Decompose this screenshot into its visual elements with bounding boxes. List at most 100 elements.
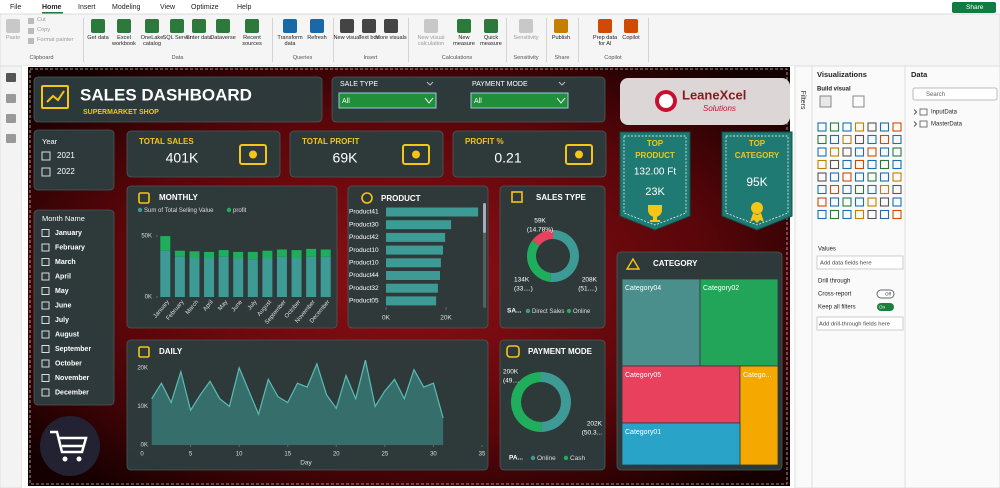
expand-chevron[interactable] [913,121,918,127]
slicer-item[interactable]: June [55,302,71,309]
visual-type-icon [867,134,877,145]
ribbon-button[interactable]: Recent sources [242,35,262,48]
ribbon-button[interactable]: Get data [87,35,109,41]
y-tick-label: Product05 [349,298,379,305]
ribbon-button[interactable]: SQL Server [162,35,192,41]
toggle [877,303,894,311]
ribbon-button[interactable]: Text box [358,35,380,41]
kpi-icon [565,144,593,165]
panel [499,185,606,329]
checkbox [41,388,50,397]
x-axis-label: Day [300,460,312,467]
ribbon-button[interactable]: New measure [453,35,475,48]
ribbon-button[interactable]: Excel workbook [112,35,136,48]
ribbon-button[interactable]: OneLake catalog [140,35,164,48]
visual-type-icon [854,197,865,207]
slicer-item[interactable]: August [55,331,80,338]
visual-type-icon [817,172,827,182]
visual-type-icon [817,159,827,170]
slicer-label: SALE TYPE [340,81,378,88]
treemap-tile [699,278,779,367]
menu-tab[interactable]: File [10,4,21,11]
slicer-item[interactable]: April [55,273,71,280]
donut-slice [527,240,552,282]
x-tick-label: 0 [140,452,144,458]
toggle-state[interactable]: Off [885,292,892,297]
slicer-item[interactable]: September [55,346,91,353]
line [151,359,444,419]
field-well-placeholder[interactable]: Add drill-through fields here [819,322,890,328]
table-name[interactable]: MasterData [931,122,963,128]
toggle-state[interactable]: On [879,305,886,310]
menu-tab[interactable]: Insert [78,4,96,11]
slicer-item[interactable]: 2022 [57,167,75,176]
ribbon-button[interactable]: Publish [551,35,571,41]
slicer-item[interactable]: July [55,317,69,324]
ribbon-button[interactable]: More visuals [375,35,407,41]
ribbon-button[interactable]: New visual [333,35,361,41]
x-tick-label: 5 [189,452,193,458]
expand-chevron[interactable] [913,109,918,115]
ribbon-button[interactable]: Sensitivity [513,35,539,41]
ribbon-button[interactable]: Refresh [307,35,327,41]
visual-type-icon [829,147,840,157]
slicer-chevron [558,81,566,86]
slicer-item[interactable]: February [55,244,85,251]
ribbon-group-label: Copilot [604,55,622,61]
bar [218,256,229,297]
menu-tab[interactable]: Modeling [112,4,141,11]
visual-type-icon [817,184,827,195]
kpi-icon [249,150,257,159]
bar [247,259,258,297]
ribbon-button[interactable]: Transform data [277,35,303,48]
ribbon-small-icon [28,38,34,44]
search-placeholder[interactable]: Search [926,92,945,98]
y-tick-label: Product42 [349,234,379,241]
ribbon-button[interactable]: Paste [5,35,21,41]
ribbon-button[interactable]: Quick measure [480,35,502,48]
share-label[interactable]: Share [966,4,984,11]
ribbon-button[interactable]: New visual calculation [417,35,445,48]
checkbox [41,330,50,339]
slicer-item[interactable]: October [55,360,82,367]
visual-type-icon [879,184,890,195]
ribbon-button[interactable]: Copilot [622,35,640,41]
slicer-item[interactable]: May [55,288,69,295]
field-well-placeholder[interactable]: Add data fields here [820,261,872,267]
table-name[interactable]: InputData [931,110,958,116]
slicer-dropdown [470,92,569,109]
ribbon-button[interactable]: Prep data for AI [592,35,618,48]
slicer-value: All [342,98,350,105]
ribbon-small-button[interactable]: Copy [37,27,51,33]
slicer-item[interactable]: November [55,375,90,382]
menu-tab[interactable]: Help [237,4,252,11]
slicer-item[interactable]: January [55,230,82,237]
visual-type-icon [854,134,865,145]
ribbon-group-label: Clipboard [29,55,54,61]
menu-tab[interactable]: Optimize [191,4,219,11]
table-icon [919,108,928,116]
ribbon-button[interactable]: Dataverse [210,35,236,41]
slicer-item[interactable]: March [55,259,76,266]
y-tick-label: Product10 [349,260,379,267]
x-tick-label: 20 [333,452,340,458]
filters-label[interactable]: Filters [799,90,806,110]
ribbon-icon [624,19,638,33]
banner-title: PRODUCT [635,151,675,160]
visual-type-icon [829,159,840,170]
ribbon-small-button[interactable]: Cut [37,17,46,23]
ribbon-button[interactable]: Enter data [186,35,212,41]
line-area [151,360,444,445]
checkbox [41,229,50,237]
menu-tab[interactable]: Home [42,4,62,11]
slicer-item[interactable]: December [55,389,89,396]
dashboard-subtitle: SUPERMARKET SHOP [83,109,159,116]
slicer-item[interactable]: 2021 [57,151,75,160]
treemap-label: Catego... [743,372,771,379]
top-product-value: 23K [645,186,665,198]
menu-tab[interactable]: View [160,4,176,11]
visual-type-icon [892,122,902,132]
visual-type-icon [854,122,865,132]
ribbon-small-button[interactable]: Format painter [37,37,74,43]
